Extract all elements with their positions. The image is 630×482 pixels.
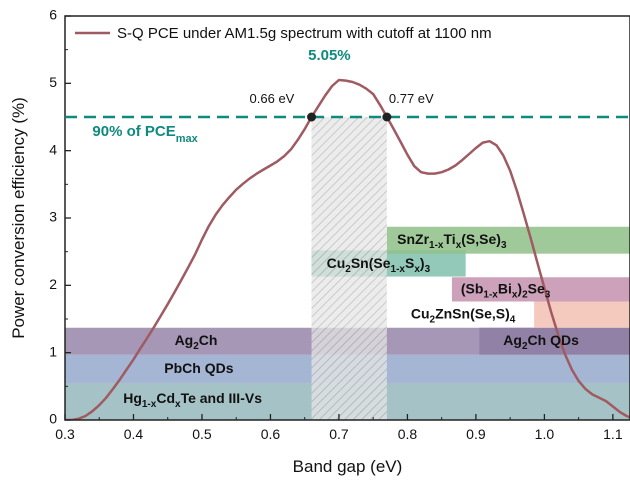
legend-label: S-Q PCE under AM1.5g spectrum with cutof… xyxy=(117,25,492,42)
band-label-pbch: PbCh QDs xyxy=(164,360,233,376)
marker-point xyxy=(307,112,317,122)
legend: S-Q PCE under AM1.5g spectrum with cutof… xyxy=(75,25,492,42)
y-tick-label: 2 xyxy=(49,276,57,292)
band-label-cu2sn: Cu2Sn(Se1-xSx)3 xyxy=(327,254,431,274)
ninety-percent-label: 90% of PCEmax xyxy=(92,123,198,145)
x-tick-label: 0.8 xyxy=(398,426,418,442)
x-tick-label: 0.5 xyxy=(192,426,212,442)
marker-label: 0.66 eV xyxy=(250,91,295,106)
band-sbbi xyxy=(451,277,630,302)
optimal-region xyxy=(311,117,387,420)
band-labels: SnZr1-xTix(S,Se)3 Cu2Sn(Se1-xSx)3 (Sb1-xBi… xyxy=(123,231,579,410)
x-tick-label: 0.7 xyxy=(329,426,349,442)
marker-point xyxy=(382,112,392,122)
optimal-bandgap-region xyxy=(311,117,387,420)
band-snzrti xyxy=(386,226,630,254)
x-tick-label: 0.9 xyxy=(466,426,486,442)
x-tick-label: 1.0 xyxy=(535,426,555,442)
x-tick-label: 1.1 xyxy=(603,426,623,442)
peak-label: 5.05% xyxy=(308,47,351,64)
x-tick-label: 0.4 xyxy=(124,426,144,442)
y-axis-title: Power conversion efficiency (%) xyxy=(9,97,28,339)
y-tick-label: 0 xyxy=(49,411,57,427)
band-label-czts: Cu2ZnSn(Se,S)4 xyxy=(411,305,516,325)
band-ag2ch_right xyxy=(479,327,630,355)
band-label-ag2ch: Ag2Ch xyxy=(175,332,218,352)
band-label-snzrti: SnZr1-xTix(S,Se)3 xyxy=(397,231,507,251)
x-axis-title: Band gap (eV) xyxy=(293,457,403,476)
band-label-ag2ch_right: Ag2Ch QDs xyxy=(503,332,579,352)
y-tick-label: 6 xyxy=(49,7,57,23)
axes: 0.3 0.4 0.5 0.6 0.7 0.8 0.9 1.0 1.1 0 1 2 3 4 5 6 Band g… xyxy=(9,7,630,476)
pce-curve-layer xyxy=(65,78,630,420)
pce-curve xyxy=(65,78,630,420)
y-tick-label: 4 xyxy=(49,141,57,157)
y-tick-label: 3 xyxy=(49,209,57,225)
band-label-hgcdte: Hg1-xCdxTe and III-Vs xyxy=(123,390,262,410)
x-tick-label: 0.3 xyxy=(55,426,75,442)
band-label-sbbi: (Sb1-xBix)2Se3 xyxy=(461,280,551,300)
x-tick-label: 0.6 xyxy=(261,426,281,442)
y-tick-label: 1 xyxy=(49,343,57,359)
annotations: 0.66 eV 0.77 eV 5.05% 90% of PCEmax xyxy=(65,47,630,145)
marker-label: 0.77 eV xyxy=(389,91,434,106)
y-tick-label: 5 xyxy=(49,74,57,90)
